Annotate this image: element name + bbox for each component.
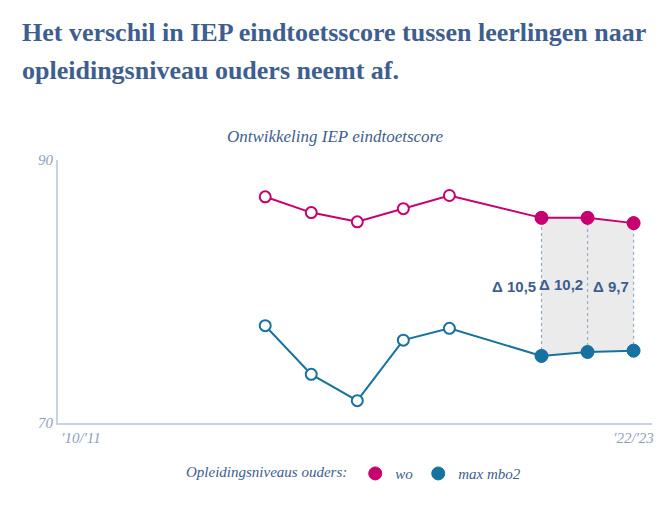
svg-text:Δ 10,2: Δ 10,2 xyxy=(539,276,583,293)
svg-text:Δ 9,7: Δ 9,7 xyxy=(593,278,629,295)
svg-text:'22/'23: '22/'23 xyxy=(613,430,654,446)
svg-text:90: 90 xyxy=(38,152,54,168)
svg-text:wo: wo xyxy=(395,466,413,482)
svg-text:Ontwikkeling IEP eindtoetscore: Ontwikkeling IEP eindtoetscore xyxy=(227,127,444,146)
html-text:Het verschil in IEP eindtoetss: Het verschil in IEP eindtoetsscore tusse… xyxy=(22,18,646,85)
svg-text:'10/'11: '10/'11 xyxy=(61,430,100,446)
svg-text:70: 70 xyxy=(38,415,54,431)
svg-text:Opleidingsniveaus ouders:: Opleidingsniveaus ouders: xyxy=(186,464,347,480)
svg-text:Δ 10,5: Δ 10,5 xyxy=(492,278,536,295)
svg-text:max mbo2: max mbo2 xyxy=(458,466,521,482)
